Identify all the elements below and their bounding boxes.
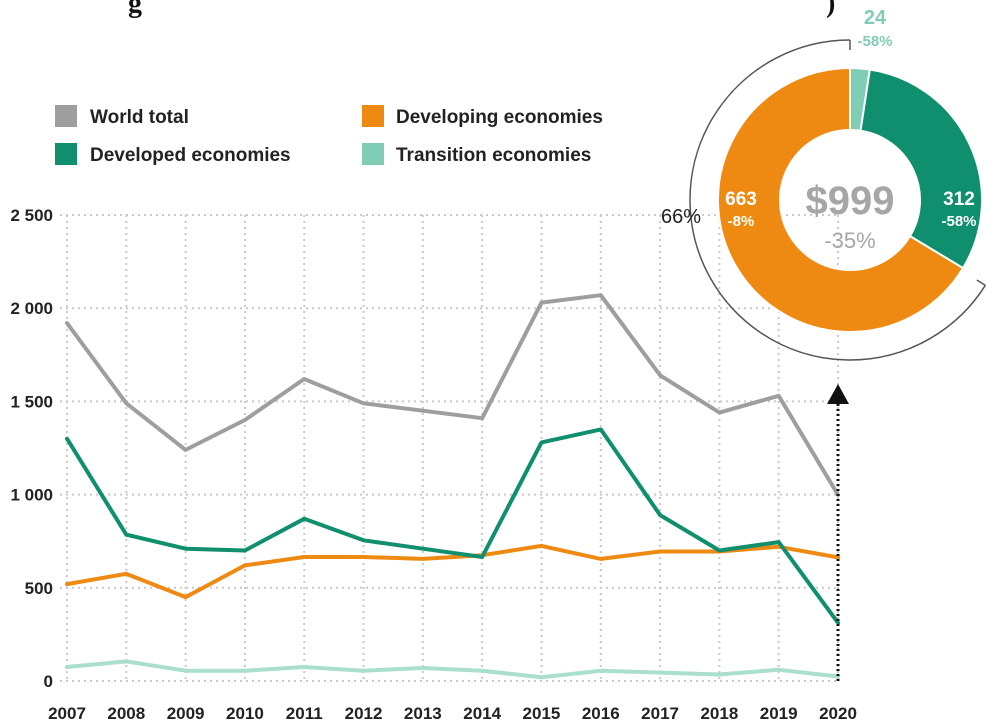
donut-chart: $999 -35% 663 -8% 312 -58% 24 -58% 66% <box>661 7 986 361</box>
x-tick-label: 2011 <box>286 704 323 723</box>
donut-share-label: 66% <box>661 206 701 228</box>
title-fragment-right: ) <box>826 0 835 19</box>
series-line-transition-economies <box>65 659 840 680</box>
x-tick-label: 2014 <box>463 704 501 723</box>
highlight-arrow-head <box>827 384 849 404</box>
y-tick-label: 0 <box>44 672 53 691</box>
x-tick-label: 2015 <box>523 704 561 723</box>
donut-label-developed-value: 312 <box>943 189 975 210</box>
x-tick-label: 2010 <box>226 704 264 723</box>
series-lines <box>65 293 840 680</box>
donut-label-developing-value: 663 <box>725 189 757 210</box>
legend: World total Developed economies Developi… <box>55 105 603 166</box>
legend-swatch-transition <box>362 143 384 165</box>
y-axis-ticks: 0 500 1 000 1 500 2 000 2 500 <box>10 206 53 691</box>
x-tick-label: 2013 <box>404 704 442 723</box>
share-bracket-tick <box>976 279 986 286</box>
y-tick-label: 1 000 <box>10 486 53 505</box>
y-tick-label: 2 500 <box>10 206 53 225</box>
x-axis-ticks: 2007 2008 2009 2010 2011 2012 2013 2014 2015 2016… <box>48 704 857 723</box>
donut-center-value: $999 <box>806 179 895 223</box>
donut-label-transition-value: 24 <box>864 7 887 29</box>
series-line-developed-economies <box>65 427 840 625</box>
grid <box>60 214 839 682</box>
y-tick-label: 2 000 <box>10 299 53 318</box>
legend-swatch-developed <box>55 143 77 165</box>
donut-center-change: -35% <box>824 228 875 253</box>
legend-swatch-developing <box>362 105 384 127</box>
donut-label-transition-change: -58% <box>857 33 892 50</box>
title-fragment-left: g <box>128 0 142 19</box>
x-tick-label: 2016 <box>582 704 620 723</box>
donut-label-developing-change: -8% <box>728 213 755 230</box>
share-bracket-arc <box>689 39 986 361</box>
series-line-world-total <box>65 293 840 497</box>
x-tick-label: 2019 <box>760 704 798 723</box>
legend-label-developed: Developed economies <box>90 145 291 166</box>
x-tick-label: 2012 <box>345 704 383 723</box>
y-tick-label: 500 <box>25 579 53 598</box>
x-tick-label: 2018 <box>700 704 738 723</box>
donut-slice-developed-economies <box>859 68 983 270</box>
legend-label-developing: Developing economies <box>396 107 603 128</box>
legend-label-transition: Transition economies <box>396 145 591 166</box>
x-tick-label: 2017 <box>641 704 679 723</box>
legend-swatch-world-total <box>55 105 77 127</box>
x-tick-label: 2008 <box>107 704 145 723</box>
legend-label-world-total: World total <box>90 107 189 128</box>
series-line-developing-economies <box>65 543 840 600</box>
donut-label-developed-change: -58% <box>941 213 976 230</box>
x-tick-label: 2009 <box>167 704 205 723</box>
x-tick-label: 2007 <box>48 704 86 723</box>
y-tick-label: 1 500 <box>10 392 53 411</box>
donut-slice-developing-economies <box>717 66 965 333</box>
highlight-arrow <box>827 384 849 681</box>
x-tick-label: 2020 <box>819 704 857 723</box>
